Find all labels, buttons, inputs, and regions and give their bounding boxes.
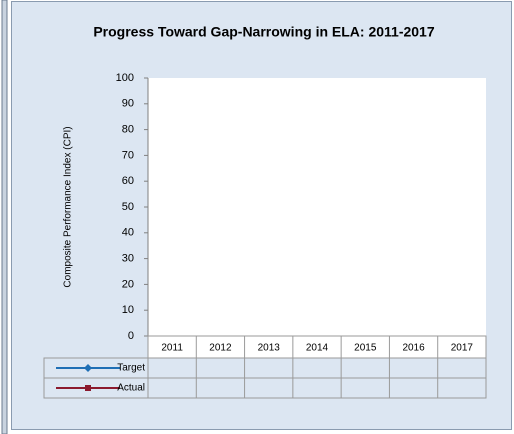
y-tick-label: 20	[122, 278, 134, 290]
x-tick-label: 2011	[161, 343, 183, 354]
left-frame	[1, 0, 8, 434]
legend-marker	[85, 385, 91, 391]
legend-label: Target	[117, 363, 145, 374]
y-axis-label: Composite Performance Index (CPI)	[63, 126, 74, 287]
x-tick-label: 2013	[258, 343, 281, 354]
plot-area	[148, 78, 486, 336]
legend-label: Actual	[117, 383, 145, 394]
y-tick-label: 70	[122, 149, 134, 161]
y-tick-label: 0	[128, 330, 134, 342]
y-tick-label: 100	[116, 72, 134, 84]
y-tick-label: 40	[122, 227, 134, 239]
y-tick-label: 90	[122, 98, 134, 110]
y-tick-label: 10	[122, 304, 134, 316]
x-tick-label: 2012	[209, 343, 232, 354]
x-tick-label: 2017	[451, 343, 474, 354]
y-tick-label: 80	[122, 124, 134, 136]
y-tick-label: 30	[122, 253, 134, 265]
x-tick-label: 2015	[354, 343, 377, 354]
y-tick-label: 60	[122, 175, 134, 187]
legend-marker	[84, 364, 92, 372]
chart-title: Progress Toward Gap-Narrowing in ELA: 20…	[93, 24, 434, 40]
x-tick-label: 2016	[402, 343, 425, 354]
y-tick-label: 50	[122, 201, 134, 213]
x-tick-label: 2014	[306, 343, 329, 354]
